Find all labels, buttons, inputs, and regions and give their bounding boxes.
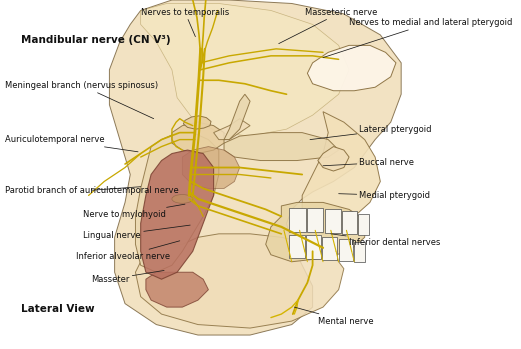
- Bar: [289, 235, 305, 258]
- Text: Lateral pterygoid: Lateral pterygoid: [310, 125, 432, 140]
- Polygon shape: [109, 0, 401, 335]
- Text: Masseter: Masseter: [91, 270, 164, 284]
- Polygon shape: [302, 112, 380, 234]
- Bar: [289, 208, 306, 232]
- Polygon shape: [183, 116, 211, 129]
- Bar: [342, 211, 357, 234]
- Polygon shape: [307, 45, 396, 91]
- Text: Inferior dental nerves: Inferior dental nerves: [331, 234, 440, 247]
- Bar: [358, 214, 369, 235]
- Bar: [339, 239, 353, 261]
- Text: Nerves to temporalis: Nerves to temporalis: [141, 8, 229, 37]
- Text: Inferior alveolar nerve: Inferior alveolar nerve: [76, 241, 180, 261]
- Text: Lateral View: Lateral View: [21, 304, 94, 314]
- Polygon shape: [141, 150, 214, 279]
- Text: Nerves to medial and lateral pterygoid: Nerves to medial and lateral pterygoid: [323, 18, 513, 58]
- Bar: [354, 242, 365, 262]
- Text: Buccal nerve: Buccal nerve: [323, 158, 415, 167]
- Polygon shape: [141, 3, 349, 136]
- Text: Lingual nerve: Lingual nerve: [83, 225, 190, 240]
- Polygon shape: [224, 133, 339, 161]
- Bar: [307, 208, 323, 232]
- Polygon shape: [146, 272, 208, 307]
- Text: Nerve to mylohyoid: Nerve to mylohyoid: [83, 204, 185, 219]
- Polygon shape: [182, 147, 240, 188]
- Text: Parotid branch of auriculotemporal nerve: Parotid branch of auriculotemporal nerve: [5, 186, 179, 195]
- Text: Meningeal branch (nervus spinosus): Meningeal branch (nervus spinosus): [5, 81, 158, 119]
- Bar: [306, 235, 321, 259]
- Polygon shape: [214, 119, 250, 140]
- Polygon shape: [172, 122, 224, 154]
- Text: Mental nerve: Mental nerve: [294, 307, 374, 326]
- Polygon shape: [224, 94, 250, 140]
- Polygon shape: [318, 147, 349, 171]
- Text: Auriculotemporal nerve: Auriculotemporal nerve: [5, 135, 138, 152]
- Polygon shape: [135, 133, 219, 272]
- Polygon shape: [266, 202, 365, 262]
- Polygon shape: [135, 234, 344, 328]
- Bar: [325, 209, 341, 233]
- Text: Masseteric nerve: Masseteric nerve: [279, 8, 377, 44]
- Bar: [322, 237, 337, 260]
- Ellipse shape: [172, 195, 193, 203]
- Text: Mandibular nerve (CN V³): Mandibular nerve (CN V³): [21, 35, 170, 45]
- Text: Medial pterygoid: Medial pterygoid: [339, 191, 430, 200]
